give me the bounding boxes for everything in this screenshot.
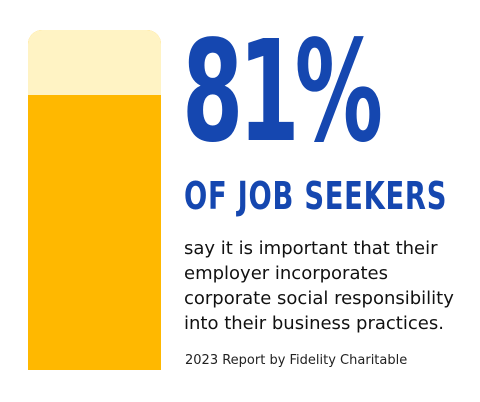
headline: OF JOB SEEKERS xyxy=(184,174,448,218)
big-stat-value: 81% xyxy=(182,11,383,174)
body-text: say it is important that their employer … xyxy=(184,238,454,334)
stat-bar-empty-portion xyxy=(28,30,161,95)
source-citation: 2023 Report by Fidelity Charitable xyxy=(185,353,408,368)
stat-bar xyxy=(28,30,161,370)
